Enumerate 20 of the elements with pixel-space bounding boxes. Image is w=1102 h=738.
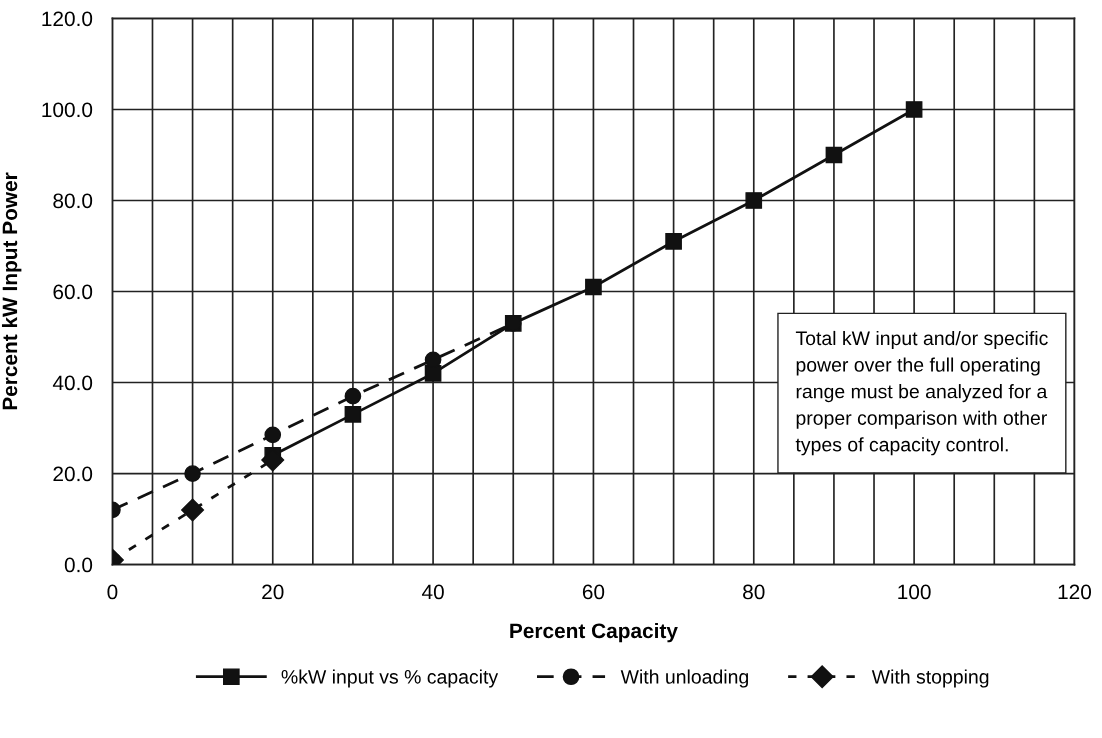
y-tick-label: 80.0 <box>53 193 93 209</box>
legend-label: With stopping <box>871 669 989 688</box>
x-axis-title: Percent Capacity <box>510 622 678 643</box>
y-tick-label: 120.0 <box>42 11 93 27</box>
legend-label: With unloading <box>620 669 748 688</box>
y-tick-label: 0.0 <box>64 557 93 573</box>
y-tick-label: 40.0 <box>52 375 93 391</box>
x-tick-label: 100 <box>898 584 931 600</box>
legend-label: %kW input vs % capacity <box>281 669 499 688</box>
y-tick-label: 60.0 <box>53 284 93 300</box>
x-tick-label: 0 <box>107 584 118 600</box>
x-tick-label: 60 <box>582 584 605 600</box>
annotation: Total kW input and/or specific power over the full operating range must be analyzed for a proper comparison with other types of capacity control. <box>795 330 1048 456</box>
x-tick-label: 120 <box>1058 584 1092 600</box>
x-tick-label: 20 <box>262 584 284 600</box>
x-tick-label: 80 <box>743 584 765 600</box>
y-axis-title: Percent kW Input Power <box>1 172 22 410</box>
y-tick-label: 20.0 <box>53 466 93 482</box>
y-tick-label: 100.0 <box>42 102 93 118</box>
x-tick-label: 40 <box>421 584 444 600</box>
